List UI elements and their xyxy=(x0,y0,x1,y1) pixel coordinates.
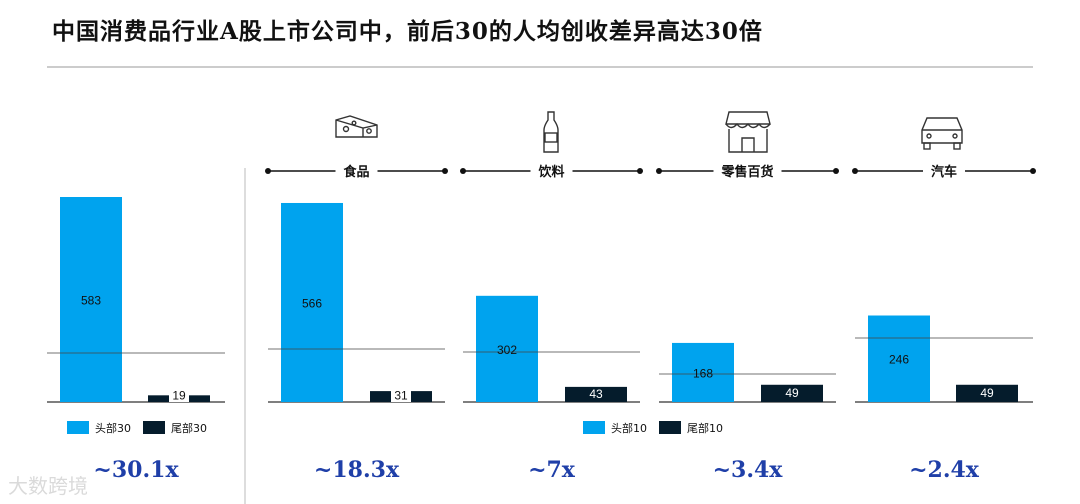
bar-head xyxy=(476,295,538,402)
data-label-tail: 43 xyxy=(589,387,603,401)
watermark: 大数跨境 xyxy=(8,474,88,498)
bar-tail xyxy=(956,384,1018,402)
cheese-icon xyxy=(335,115,378,138)
data-label-tail: 31 xyxy=(394,389,408,403)
cheese-hole xyxy=(351,120,357,126)
car-light xyxy=(926,133,932,139)
bottle-shape xyxy=(543,111,559,153)
data-label-tail: 49 xyxy=(785,386,799,400)
category-label: 汽车 xyxy=(931,164,957,180)
bar-tail xyxy=(761,384,823,402)
legend-left: 头部30 尾部30 xyxy=(67,421,207,435)
data-label-head: 583 xyxy=(81,294,101,308)
category-label: 食品 xyxy=(343,164,369,180)
car-icon xyxy=(921,117,963,150)
bar-head xyxy=(868,315,930,402)
cheese-shape xyxy=(335,115,378,138)
bar-head xyxy=(672,342,734,402)
bar-head xyxy=(60,197,122,402)
chart-legends: 头部30 尾部30 头部10 尾部10 xyxy=(67,421,723,435)
category-label: 零售百货 xyxy=(720,164,773,180)
bottle-label xyxy=(544,132,558,143)
car-wheel xyxy=(953,142,961,150)
legend-label-tail: 尾部30 xyxy=(171,421,207,435)
legend-label-head: 头部30 xyxy=(95,421,131,435)
legend-label-head: 头部10 xyxy=(611,421,647,435)
data-label-tail-box xyxy=(391,387,411,402)
bar-group-4: 246 49 ~2.4x 汽车 xyxy=(852,164,1036,483)
bar-tail xyxy=(565,386,627,402)
bar-group-2: 302 43 ~7x 饮料 xyxy=(460,164,643,483)
cheese-hole xyxy=(366,128,372,134)
multiplier-label: ~18.3x xyxy=(314,457,400,483)
bar-group-1: 566 31 ~18.3x 食品 xyxy=(265,164,448,483)
car-light xyxy=(952,133,958,139)
multiplier-label: ~30.1x xyxy=(93,457,179,483)
chart-groups: 583 19 ~30.1x 566 31 ~18.3x 食品 302 43 ~7x 饮料 168 49 ~… xyxy=(47,164,1036,483)
bar-head xyxy=(281,202,343,402)
bottle-icon xyxy=(543,111,559,153)
data-label-head: 246 xyxy=(889,353,909,367)
legend-swatch-head xyxy=(67,421,89,434)
data-label-head: 168 xyxy=(693,366,713,380)
legend-swatch-tail xyxy=(659,421,681,434)
legend-right: 头部10 尾部10 xyxy=(583,421,723,435)
category-label: 饮料 xyxy=(537,164,564,180)
cheese-hole xyxy=(342,125,350,133)
legend-swatch-head xyxy=(583,421,605,434)
store-body xyxy=(728,129,768,153)
multiplier-label: ~3.4x xyxy=(713,457,784,483)
data-label-tail: 19 xyxy=(172,389,186,403)
store-awning xyxy=(725,111,771,129)
legend-label-tail: 尾部10 xyxy=(687,421,723,435)
data-label-head: 302 xyxy=(497,343,517,357)
data-label-tail-box xyxy=(169,387,189,402)
page-title: 中国消费品行业A股上市公司中，前后30的人均创收差异高达30倍 xyxy=(52,18,763,45)
legend-swatch-tail xyxy=(143,421,165,434)
data-label-head: 566 xyxy=(302,296,322,310)
bar-group-0: 583 19 ~30.1x xyxy=(47,197,225,483)
category-icons xyxy=(335,111,963,153)
multiplier-label: ~2.4x xyxy=(909,457,980,483)
data-label-tail: 49 xyxy=(980,386,994,400)
store-icon xyxy=(725,111,771,153)
multiplier-label: ~7x xyxy=(528,457,576,483)
car-body xyxy=(921,117,963,144)
car-wheel xyxy=(923,142,931,150)
bar-group-3: 168 49 ~3.4x 零售百货 xyxy=(656,164,839,483)
